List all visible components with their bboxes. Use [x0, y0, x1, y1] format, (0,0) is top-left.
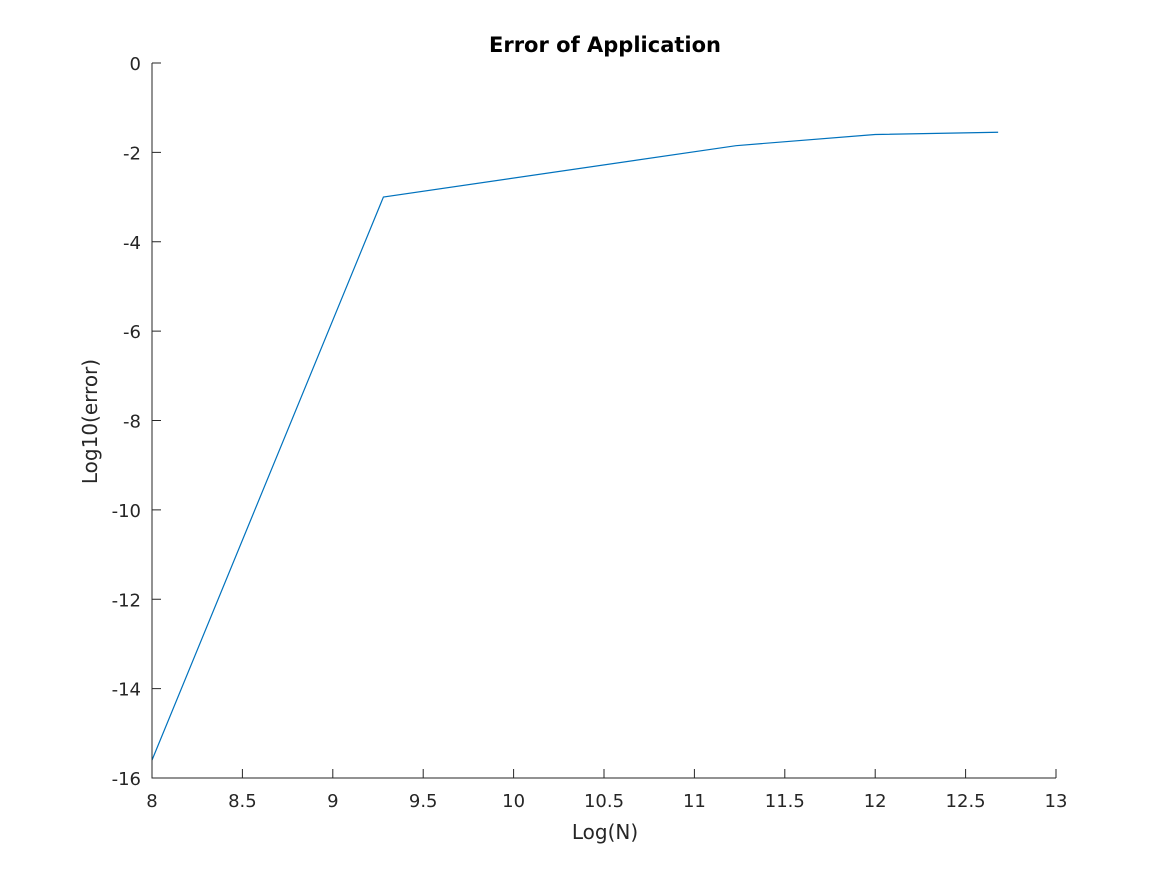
- x-tick-label: 12.5: [946, 791, 986, 812]
- y-tick-label: -4: [123, 233, 141, 254]
- x-tick-label: 11.5: [765, 791, 805, 812]
- y-tick-label: -8: [123, 412, 141, 433]
- series-group: [151, 131, 999, 761]
- x-tick-label: 13: [1045, 791, 1068, 812]
- x-tick-label: 12: [864, 791, 887, 812]
- y-axis-label: Log10(error): [78, 359, 102, 484]
- x-tick-label: 9: [327, 791, 338, 812]
- x-axis-label: Log(N): [572, 820, 638, 844]
- y-tick-label: -6: [123, 322, 141, 343]
- y-tick-label: -10: [112, 501, 141, 522]
- x-tick-label: 10.5: [584, 791, 624, 812]
- y-tick-label: 0: [130, 54, 141, 75]
- x-tick-label: 8: [146, 791, 157, 812]
- chart-title: Error of Application: [489, 33, 721, 57]
- y-tick-label: -12: [112, 590, 141, 611]
- plot-area: [152, 63, 1056, 778]
- x-tick-label: 10: [502, 791, 525, 812]
- x-tick-label: 11: [683, 791, 706, 812]
- x-axis: 8 8.5 9 9.5 10 10.5 11 11.5 12 12.5 13: [146, 769, 1067, 812]
- x-tick-label: 8.5: [228, 791, 257, 812]
- series-line: [151, 131, 999, 761]
- y-tick-label: -2: [123, 143, 141, 164]
- y-tick-label: -16: [112, 769, 141, 790]
- y-tick-label: -14: [112, 680, 141, 701]
- y-axis: 0 -2 -4 -6 -8 -10 -12 -14 -16: [112, 54, 161, 790]
- x-tick-label: 9.5: [409, 791, 438, 812]
